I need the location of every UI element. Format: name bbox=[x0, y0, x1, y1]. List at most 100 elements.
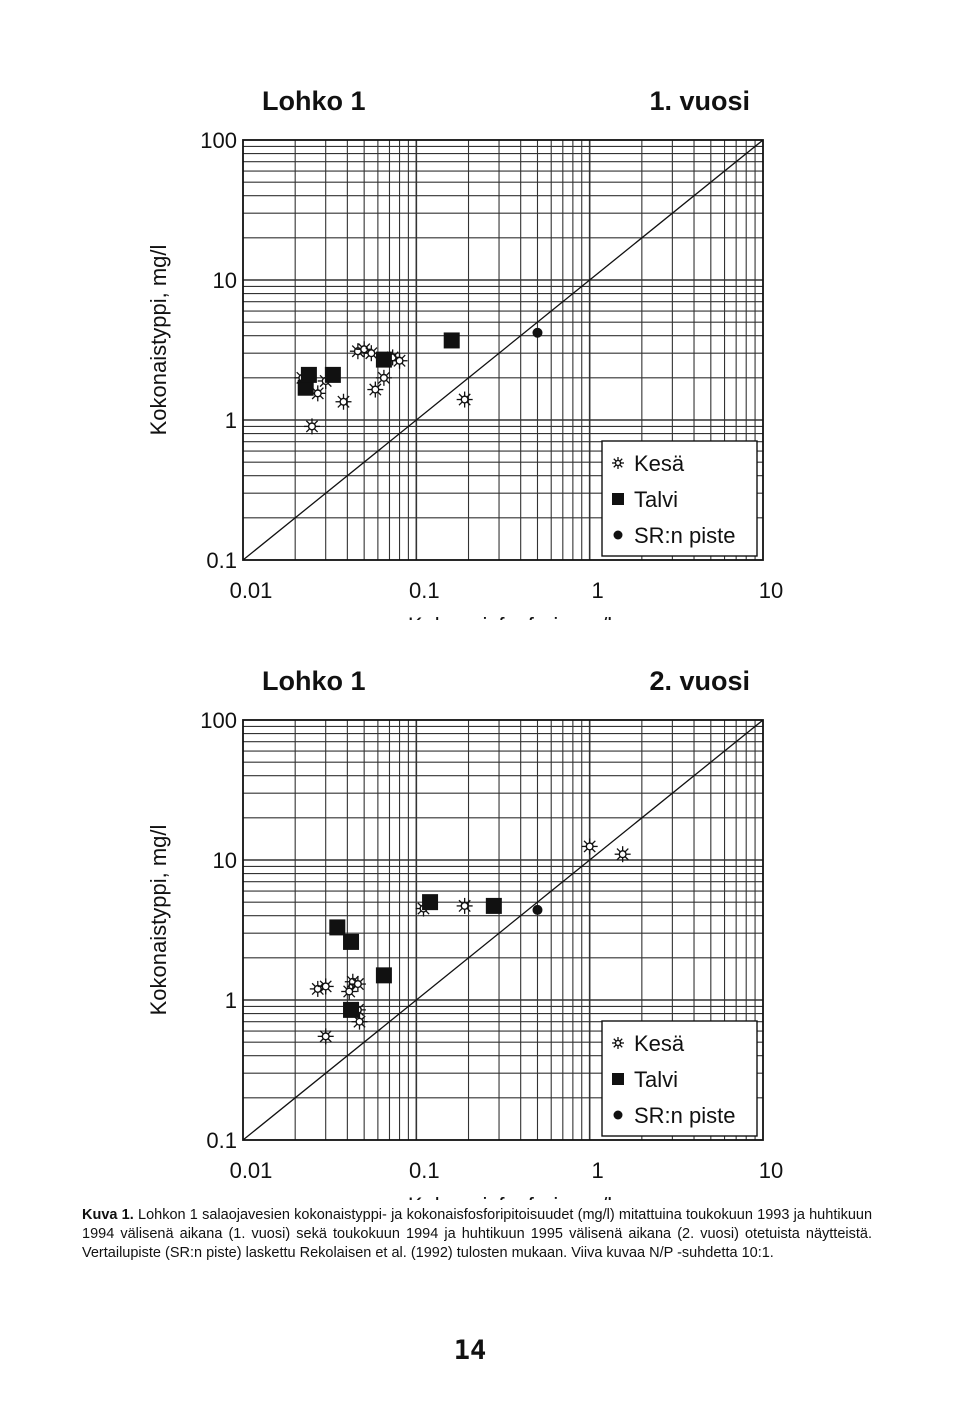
chart-year-1: Lohko 1 1. vuosi 0.01 0.1 1 10 0.1 1 10 100 Kokona… bbox=[146, 86, 783, 620]
sun-ray bbox=[337, 395, 342, 400]
chart1-point-sun bbox=[456, 391, 473, 408]
chart1-point-sun bbox=[303, 418, 320, 435]
chart1-legend: Kesä Talvi SR:n piste bbox=[601, 440, 758, 557]
chart2-title: Lohko 1 bbox=[262, 666, 366, 696]
chart2-point-sun bbox=[351, 1013, 368, 1030]
sun-core bbox=[313, 984, 322, 993]
chart2-point-sun bbox=[349, 976, 366, 993]
chart1-x-tick-label: 10 bbox=[759, 578, 783, 603]
sun-ray bbox=[417, 902, 422, 907]
sun-ray bbox=[327, 383, 332, 388]
sun-ray bbox=[319, 988, 324, 993]
sun-ray bbox=[296, 371, 301, 376]
sun-ray bbox=[619, 464, 623, 468]
chart1-point-square bbox=[375, 351, 392, 368]
chart1-plot-frame bbox=[242, 139, 764, 561]
sun-ray bbox=[613, 458, 617, 462]
chart2-point-square bbox=[343, 1001, 360, 1018]
sun-ray bbox=[327, 1030, 332, 1035]
chart1-y-tick-label: 100 bbox=[200, 128, 237, 153]
sun-core bbox=[614, 1039, 622, 1047]
chart2-data-points bbox=[309, 838, 631, 1045]
chart-year-2: Lohko 1 2. vuosi 0.01 0.1 1 10 0.1 1 10 100 Kokona… bbox=[146, 666, 783, 1200]
caption-label: Kuva 1. bbox=[82, 1207, 134, 1223]
chart2-plot-frame bbox=[242, 719, 764, 1141]
sun-core bbox=[618, 850, 627, 859]
sun-ray bbox=[365, 355, 370, 360]
sun-ray bbox=[365, 347, 370, 352]
chart2-legend-marker-square bbox=[612, 1073, 624, 1085]
sun-ray bbox=[401, 362, 406, 367]
sun-ray bbox=[616, 856, 621, 861]
chart1-point-dot bbox=[532, 327, 543, 338]
sun-core bbox=[585, 842, 594, 851]
sun-ray bbox=[361, 1023, 366, 1028]
chart2-point-sun bbox=[317, 978, 334, 995]
sun-ray bbox=[619, 1044, 623, 1048]
sun-ray bbox=[616, 848, 621, 853]
chart1-point-square bbox=[297, 379, 314, 396]
sun-ray bbox=[359, 977, 364, 982]
chart1-point-sun bbox=[391, 352, 408, 369]
sun-ray bbox=[361, 1015, 366, 1020]
sun-ray bbox=[613, 1044, 617, 1048]
sun-core bbox=[395, 356, 404, 365]
chart1-x-tick-label: 0.01 bbox=[230, 578, 273, 603]
sun-ray bbox=[613, 464, 617, 468]
chart1-series-0 bbox=[294, 341, 473, 435]
sun-ray bbox=[346, 975, 351, 980]
sun-core bbox=[321, 982, 330, 991]
sun-ray bbox=[346, 983, 351, 988]
sun-ray bbox=[466, 393, 471, 398]
chart1-data-points bbox=[294, 327, 543, 435]
sun-ray bbox=[314, 428, 319, 433]
sun-ray bbox=[377, 379, 382, 384]
sun-ray bbox=[343, 985, 348, 990]
chart1-legend-marker-dot bbox=[613, 530, 623, 540]
chart2-x-tick-label: 10 bbox=[759, 1158, 783, 1183]
sun-ray bbox=[345, 403, 350, 408]
sun-ray bbox=[319, 387, 324, 392]
sun-ray bbox=[619, 458, 623, 462]
sun-core bbox=[614, 459, 622, 467]
sun-ray bbox=[327, 988, 332, 993]
sun-ray bbox=[393, 354, 398, 359]
chart1-subtitle: 1. vuosi bbox=[649, 86, 750, 116]
sun-ray bbox=[377, 371, 382, 376]
sun-ray bbox=[351, 977, 356, 982]
sun-ray bbox=[369, 391, 374, 396]
chart2-y-tick-label: 0.1 bbox=[206, 1128, 237, 1153]
sun-ray bbox=[319, 383, 324, 388]
sun-ray bbox=[385, 379, 391, 384]
chart2-y-tick-label: 100 bbox=[200, 708, 237, 733]
chart1-point-sun bbox=[367, 381, 384, 398]
chart1-legend-label: Kesä bbox=[634, 451, 685, 476]
chart2-point-sun bbox=[614, 846, 631, 863]
chart2-point-square bbox=[485, 897, 502, 914]
sun-ray bbox=[311, 395, 316, 400]
chart1-y-tick-label: 10 bbox=[213, 268, 237, 293]
chart2-point-sun bbox=[309, 980, 326, 997]
sun-core bbox=[355, 1017, 364, 1026]
chart2-legend-label: Talvi bbox=[634, 1067, 678, 1092]
sun-ray bbox=[327, 1038, 332, 1043]
sun-ray bbox=[466, 401, 471, 406]
chart2-series-0 bbox=[309, 838, 631, 1045]
sun-core bbox=[367, 349, 376, 358]
sun-ray bbox=[351, 353, 356, 358]
sun-core bbox=[313, 389, 322, 398]
chart2-y-tick-label: 10 bbox=[213, 848, 237, 873]
chart2-point-sun bbox=[456, 897, 473, 914]
chart2-point-sun bbox=[317, 1028, 334, 1045]
sun-ray bbox=[319, 980, 324, 985]
sun-core bbox=[345, 987, 354, 996]
chart1-y-tick-label: 1 bbox=[225, 408, 237, 433]
sun-ray bbox=[314, 420, 319, 425]
sun-ray bbox=[377, 391, 382, 396]
chart2-y-tick-label: 1 bbox=[225, 988, 237, 1013]
sun-ray bbox=[358, 351, 363, 356]
sun-ray bbox=[393, 362, 398, 367]
sun-core bbox=[307, 422, 317, 431]
chart1-point-square bbox=[324, 366, 341, 383]
chart2-legend-label: Kesä bbox=[634, 1031, 685, 1056]
